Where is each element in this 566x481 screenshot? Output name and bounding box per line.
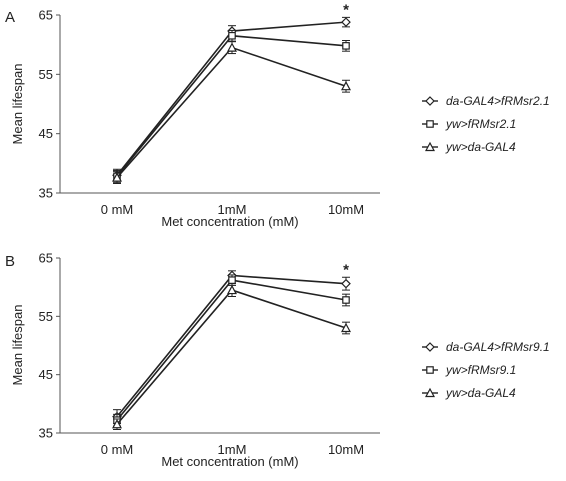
legend-entry: da-GAL4>fRMsr9.1 xyxy=(446,340,550,354)
series-line xyxy=(116,289,347,425)
x-tick-label: 10mM xyxy=(328,202,364,217)
significance-star: * xyxy=(343,1,349,18)
y-tick-label: 55 xyxy=(39,67,53,82)
x-tick-label: 1mM xyxy=(218,442,247,457)
legend-entry: yw>fRMsr2.1 xyxy=(445,117,516,131)
legend-entry: yw>da-GAL4 xyxy=(445,386,516,400)
chart-panel-B: B 35 45 55 65 Mean lifespan 0 mM 1mM 10mM Met con… xyxy=(5,251,550,470)
series-triangle xyxy=(112,283,351,430)
legend-marker xyxy=(425,96,435,106)
data-point xyxy=(228,276,236,284)
data-point xyxy=(342,296,350,304)
legend-entry: yw>fRMsr9.1 xyxy=(445,363,516,377)
legend-marker xyxy=(426,366,434,374)
data-point xyxy=(342,42,350,50)
x-tick-label: 1mM xyxy=(218,202,247,217)
data-point xyxy=(228,31,236,40)
legend-marker xyxy=(425,387,435,398)
data-point xyxy=(341,80,351,91)
data-point xyxy=(341,17,351,27)
data-point xyxy=(112,418,122,429)
data-point xyxy=(341,278,351,289)
panel-label: B xyxy=(5,253,15,270)
panel-label: A xyxy=(5,9,15,26)
legend-entry: yw>da-GAL4 xyxy=(445,140,516,154)
legend-entry: da-GAL4>fRMsr2.1 xyxy=(446,94,550,108)
data-point xyxy=(227,284,237,295)
x-tick-label: 0 mM xyxy=(101,442,134,457)
y-tick-label: 65 xyxy=(39,251,53,266)
series-square xyxy=(113,29,350,183)
y-tick-label: 35 xyxy=(39,186,53,201)
y-tick-label: 45 xyxy=(39,367,53,382)
data-point xyxy=(112,172,122,182)
x-tick-label: 10mM xyxy=(328,442,364,457)
series-line xyxy=(116,34,347,177)
y-tick-label: 35 xyxy=(39,426,53,441)
series-triangle xyxy=(112,41,351,185)
legend-marker xyxy=(425,141,435,152)
y-tick-label: 65 xyxy=(39,8,53,23)
x-axis-title: Met concentration (mM) xyxy=(161,214,298,229)
series-square xyxy=(113,274,350,427)
legend-marker xyxy=(426,120,434,128)
y-tick-label: 55 xyxy=(39,309,53,324)
x-axis-title: Met concentration (mM) xyxy=(161,454,298,469)
significance-star: * xyxy=(343,261,349,278)
x-tick-label: 0 mM xyxy=(101,202,134,217)
data-point xyxy=(341,322,351,333)
legend-marker xyxy=(425,342,435,352)
series-line xyxy=(116,46,347,179)
series-line xyxy=(116,279,347,421)
chart-panel-A: A 35 45 55 65 Mean lifespan 0 mM 1mM 10mM Met con… xyxy=(5,1,550,229)
data-point xyxy=(227,42,237,52)
y-tick-label: 45 xyxy=(39,126,53,141)
y-axis-title: Mean lifespan xyxy=(10,64,25,145)
y-axis-title: Mean lifespan xyxy=(10,305,25,386)
